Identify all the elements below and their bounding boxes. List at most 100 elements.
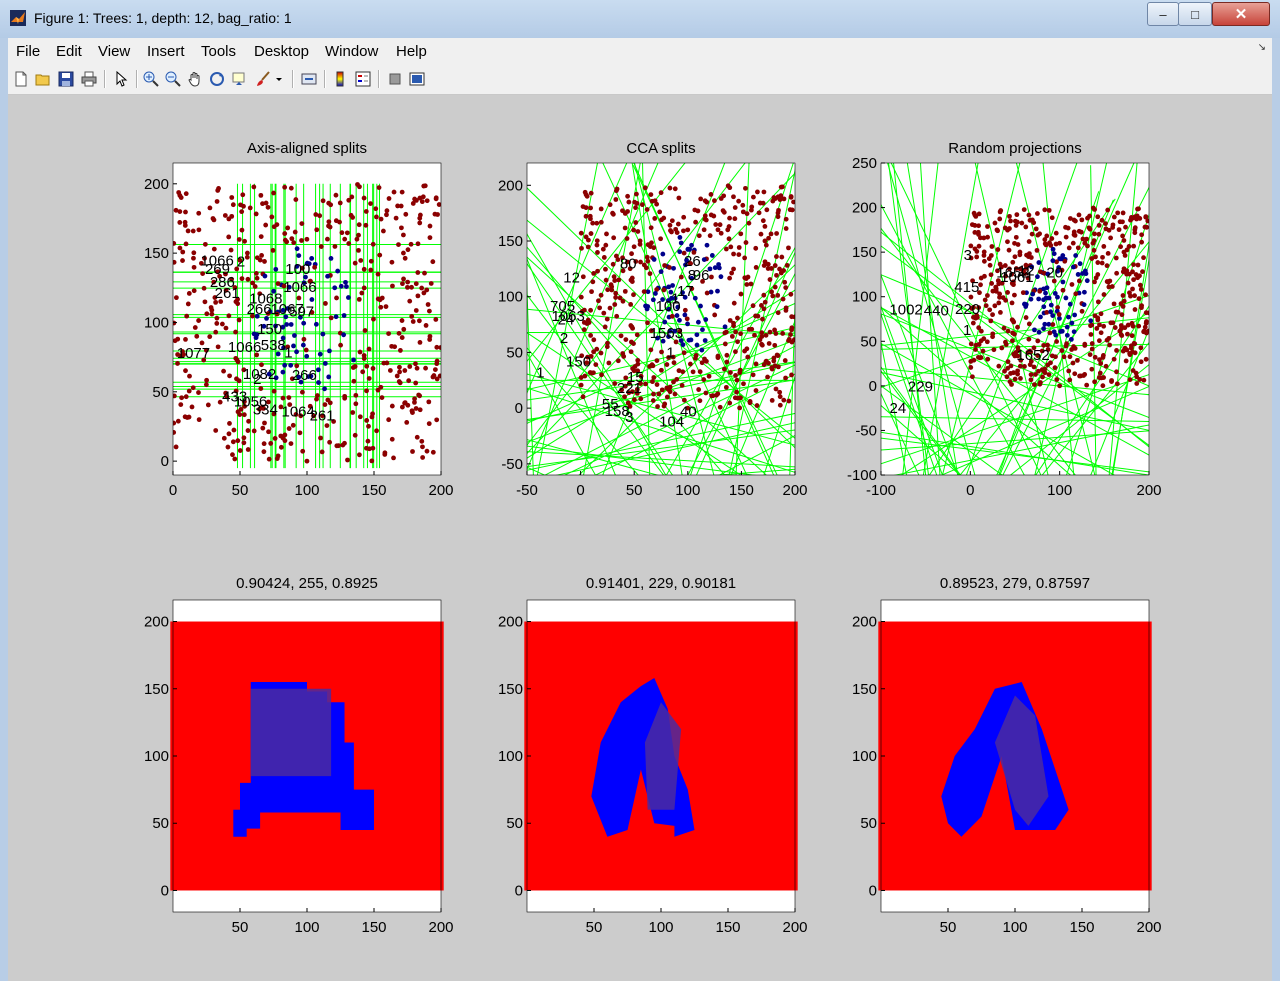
edit-plot-button[interactable] (112, 70, 130, 88)
split-line (527, 429, 795, 468)
class-a-point (1005, 359, 1011, 365)
menu-file[interactable]: File (16, 43, 41, 60)
class-b-point (1083, 271, 1089, 277)
brush-button[interactable] (254, 70, 272, 88)
class-a-point (351, 378, 357, 384)
class-a-point (578, 230, 584, 236)
class-b-point (678, 240, 684, 246)
menu-desktop[interactable]: Desktop (254, 43, 310, 60)
class-a-point (1132, 293, 1137, 299)
dock-arrow-icon[interactable]: ↘ (1257, 42, 1266, 53)
pan-button[interactable] (186, 70, 204, 88)
class-a-point (1034, 247, 1040, 253)
class-a-point (664, 362, 670, 367)
class-a-point (1007, 379, 1013, 385)
brush-dropdown-button[interactable] (274, 70, 284, 88)
maximize-button[interactable]: □ (1178, 2, 1212, 26)
menu-view[interactable]: View (98, 43, 131, 60)
class-a-point (342, 393, 348, 399)
class-a-point (1145, 218, 1149, 224)
split-line (527, 289, 795, 459)
class-a-point (353, 401, 359, 407)
class-a-point (775, 310, 781, 316)
zoom-in-button[interactable] (142, 70, 160, 88)
class-a-point (1041, 368, 1047, 374)
class-a-point (292, 229, 298, 235)
class-a-point (1026, 212, 1032, 218)
class-a-point (773, 331, 779, 336)
class-a-point (771, 195, 777, 200)
class-a-point (771, 358, 777, 364)
class-a-point (1127, 377, 1133, 383)
class-a-point (299, 265, 305, 271)
show-plot-tools-button[interactable] (408, 70, 426, 88)
class-a-point (1079, 308, 1085, 314)
hide-plot-tools-button[interactable] (386, 70, 404, 88)
class-a-point (737, 367, 743, 373)
split-line (881, 340, 908, 475)
class-a-point (654, 358, 660, 364)
class-a-point (765, 266, 771, 271)
class-a-point (370, 366, 376, 371)
split-line (881, 343, 1149, 350)
class-b-point (685, 246, 691, 252)
close-button[interactable]: ✕ (1212, 2, 1270, 26)
class-a-point (622, 383, 628, 389)
class-a-point (985, 224, 990, 229)
mixed-region (994, 695, 1049, 826)
link-plot-button[interactable] (300, 70, 318, 88)
menu-insert[interactable]: Insert (147, 43, 185, 60)
new-figure-button[interactable] (12, 70, 30, 88)
class-a-point (1035, 353, 1041, 358)
class-a-point (415, 241, 421, 247)
class-a-point (383, 304, 389, 310)
split-line (527, 347, 639, 475)
data-cursor-button[interactable] (230, 70, 248, 88)
class-a-point (723, 384, 729, 390)
class-a-point (774, 254, 779, 259)
class-a-point (176, 190, 182, 195)
zoom-out-button[interactable] (164, 70, 182, 88)
rotate-3d-button[interactable] (208, 70, 226, 88)
y-tick-label: 100 (852, 289, 877, 306)
class-a-point (792, 314, 795, 320)
class-b-point (702, 338, 708, 343)
menu-tools[interactable]: Tools (201, 43, 237, 60)
class-a-point (661, 287, 667, 293)
insert-colorbar-button[interactable] (331, 70, 349, 88)
print-button[interactable] (80, 70, 98, 88)
insert-legend-button[interactable] (354, 70, 372, 88)
class-a-point (1059, 348, 1065, 353)
save-button[interactable] (57, 70, 75, 88)
split-line (881, 368, 1149, 396)
class-a-point (691, 250, 697, 255)
class-b-point (643, 303, 648, 309)
class-a-point (1122, 345, 1128, 351)
class-a-point (256, 406, 262, 412)
class-a-point (368, 258, 374, 264)
class-a-point (984, 339, 990, 345)
class-a-point (982, 297, 988, 303)
menu-edit[interactable]: Edit (56, 43, 82, 60)
class-b-point (703, 317, 709, 322)
class-a-point (1042, 207, 1048, 213)
split-line (527, 332, 742, 475)
class-a-point (259, 252, 264, 258)
open-file-button[interactable] (34, 70, 52, 88)
class-a-point (632, 364, 638, 369)
class-a-point (658, 190, 664, 196)
class-a-point (192, 325, 198, 330)
minimize-button[interactable]: – (1147, 2, 1179, 26)
class-a-point (1140, 269, 1145, 275)
class-b-point (320, 331, 326, 337)
colorbar-icon (336, 71, 344, 87)
menu-help[interactable]: Help (396, 43, 427, 60)
class-a-point (638, 396, 644, 402)
class-a-point (1128, 293, 1133, 299)
y-tick-label: 200 (852, 200, 877, 217)
split-line (1090, 327, 1149, 475)
split-line (881, 306, 1149, 456)
menu-window[interactable]: Window (325, 43, 379, 60)
class-a-point (679, 383, 685, 388)
class-a-point (219, 321, 225, 327)
